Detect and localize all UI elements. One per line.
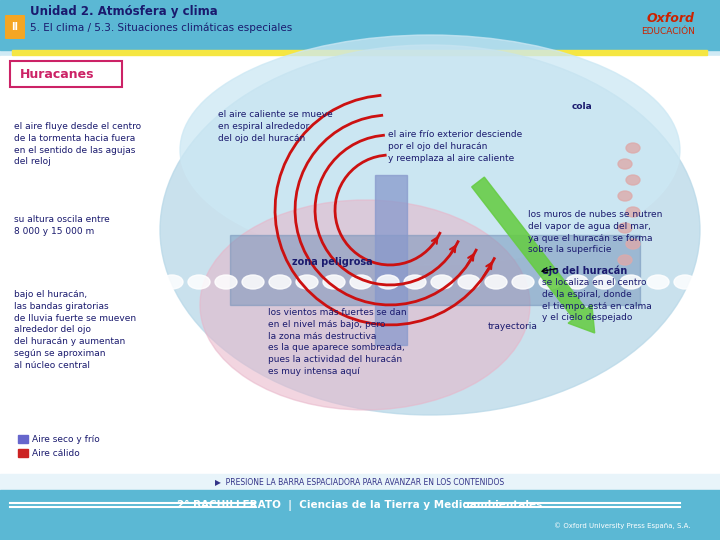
Ellipse shape [485, 275, 507, 289]
Ellipse shape [377, 275, 399, 289]
Text: Oxford: Oxford [647, 11, 695, 24]
Text: el aire fluye desde el centro
de la tormenta hacia fuera
en el sentido de las ag: el aire fluye desde el centro de la torm… [14, 122, 141, 166]
Text: © Oxford University Press España, S.A.: © Oxford University Press España, S.A. [554, 523, 690, 529]
Text: los muros de nubes se nutren
del vapor de agua del mar,
ya que el huracán se for: los muros de nubes se nutren del vapor d… [528, 210, 662, 254]
Text: ▶  PRESIONE LA BARRA ESPACIADORA PARA AVANZAR EN LOS CONTENIDOS: ▶ PRESIONE LA BARRA ESPACIADORA PARA AVA… [215, 477, 505, 487]
Ellipse shape [242, 275, 264, 289]
Bar [18, 435, 28, 443]
Ellipse shape [593, 275, 615, 289]
FancyArrow shape [472, 177, 595, 333]
FancyBboxPatch shape [5, 15, 25, 39]
Ellipse shape [160, 45, 700, 415]
Ellipse shape [269, 275, 291, 289]
Ellipse shape [620, 275, 642, 289]
Ellipse shape [626, 207, 640, 217]
Ellipse shape [180, 35, 680, 265]
Bar [0, 56, 720, 492]
Ellipse shape [188, 275, 210, 289]
Ellipse shape [431, 275, 453, 289]
Ellipse shape [200, 200, 530, 410]
Bar [12, 50, 707, 55]
Bar [0, 474, 720, 490]
Bar [0, 490, 720, 540]
Bar [375, 175, 407, 345]
Ellipse shape [323, 275, 345, 289]
Text: trayectoria: trayectoria [488, 322, 538, 331]
Text: su altura oscila entre
8 000 y 15 000 m: su altura oscila entre 8 000 y 15 000 m [14, 215, 109, 236]
Ellipse shape [618, 191, 632, 201]
Bar [230, 235, 640, 305]
Text: zona peligrosa: zona peligrosa [292, 257, 373, 267]
Text: EDUCACIÓN: EDUCACIÓN [641, 28, 695, 37]
Ellipse shape [512, 275, 534, 289]
Text: 5. El clima / 5.3. Situaciones climáticas especiales: 5. El clima / 5.3. Situaciones climática… [30, 23, 292, 33]
Ellipse shape [618, 223, 632, 233]
Ellipse shape [626, 143, 640, 153]
Text: Unidad 2. Atmósfera y clima: Unidad 2. Atmósfera y clima [30, 5, 217, 18]
Ellipse shape [618, 255, 632, 265]
Ellipse shape [215, 275, 237, 289]
Bar [0, 0, 720, 50]
Text: Huracanes: Huracanes [20, 68, 94, 80]
Ellipse shape [539, 275, 561, 289]
Ellipse shape [566, 275, 588, 289]
Text: 2° BACHILLERATO  |  Ciencias de la Tierra y Medioambientales: 2° BACHILLERATO | Ciencias de la Tierra … [177, 500, 543, 510]
Text: se localiza en el centro
de la espiral, donde
el tiempo está en calma
y el cielo: se localiza en el centro de la espiral, … [542, 278, 652, 322]
Text: bajo el huracán,
las bandas giratorias
de lluvia fuerte se mueven
alrededor del : bajo el huracán, las bandas giratorias d… [14, 290, 136, 370]
Ellipse shape [701, 275, 720, 289]
Text: cola: cola [572, 102, 593, 111]
Text: II: II [12, 22, 19, 32]
Ellipse shape [618, 159, 632, 169]
Ellipse shape [626, 175, 640, 185]
Text: Aire cálido: Aire cálido [32, 449, 80, 457]
Ellipse shape [458, 275, 480, 289]
Text: el aire frío exterior desciende
por el ojo del huracán
y reemplaza al aire calie: el aire frío exterior desciende por el o… [388, 130, 522, 163]
Text: los vientos más fuertes se dan
en el nivel más bajo, pero
la zona más destructiv: los vientos más fuertes se dan en el niv… [268, 308, 407, 376]
Ellipse shape [350, 275, 372, 289]
Ellipse shape [674, 275, 696, 289]
Ellipse shape [296, 275, 318, 289]
Ellipse shape [404, 275, 426, 289]
FancyBboxPatch shape [10, 61, 122, 87]
Ellipse shape [647, 275, 669, 289]
Ellipse shape [626, 239, 640, 249]
Text: Aire seco y frío: Aire seco y frío [32, 435, 100, 443]
Text: ojo del huracán: ojo del huracán [542, 265, 627, 275]
Ellipse shape [161, 275, 183, 289]
Bar [18, 449, 28, 457]
Ellipse shape [134, 275, 156, 289]
Text: el aire caliente se mueve
en espiral alrededor
del ojo del huracán: el aire caliente se mueve en espiral alr… [218, 110, 333, 143]
